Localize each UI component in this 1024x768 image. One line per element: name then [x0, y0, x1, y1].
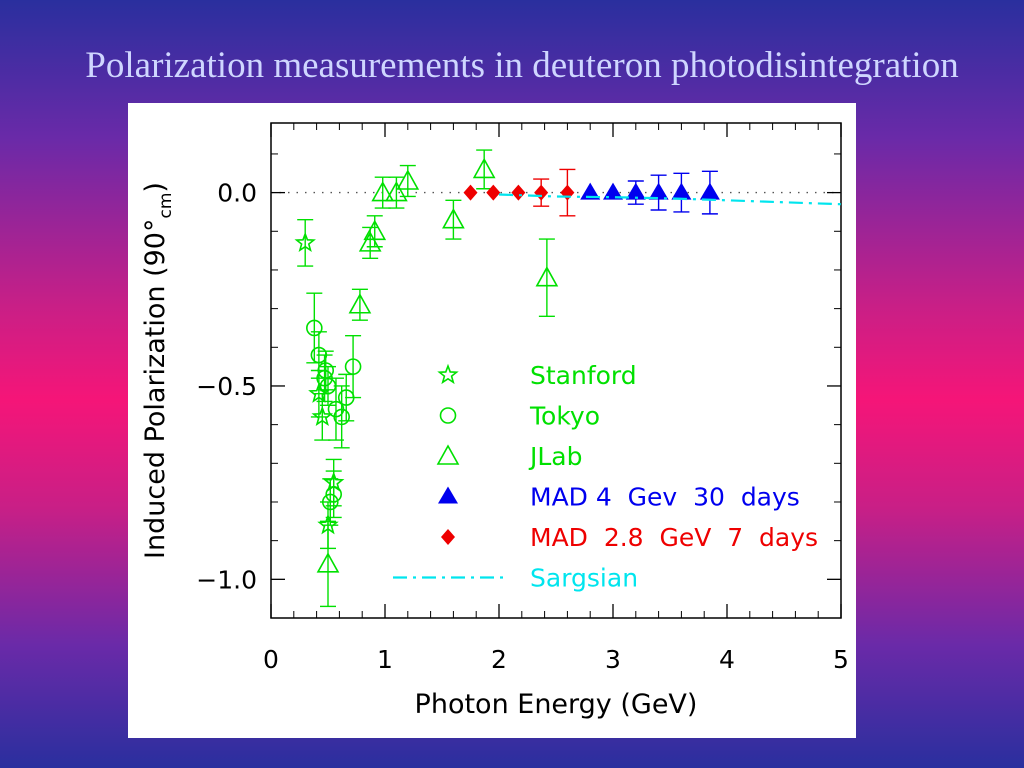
- legend-swatch-triangle-filled: [438, 486, 458, 504]
- data-point: [648, 182, 669, 200]
- data-point: [463, 184, 478, 201]
- polarization-chart: 0 1 2 3 4 5 0.0 −0.5 −1.0 Photon Energy (GeV) Indu…: [140, 122, 849, 720]
- data-point: [321, 493, 339, 511]
- plot-frame: [270, 122, 842, 619]
- legend-swatch-circle: [439, 407, 457, 424]
- legend-label: MAD 2.8 GeV 7 days: [530, 523, 818, 552]
- legend-swatch-triangle-open: [436, 444, 460, 465]
- legend-label: Tokyo: [529, 402, 600, 431]
- legend-swatch-star: [437, 363, 459, 385]
- x-tick-label: 4: [719, 645, 735, 674]
- series-circle: [306, 292, 362, 526]
- y-axis-label: Induced Polarization (90°cm): [140, 182, 176, 559]
- data-point: [560, 184, 575, 201]
- x-tick-label: 1: [377, 645, 393, 674]
- y-tick-label: −0.5: [196, 372, 257, 401]
- x-tick-label: 2: [491, 645, 507, 674]
- data-point: [535, 266, 559, 287]
- data-point: [306, 319, 323, 337]
- series-diamond: [463, 168, 576, 217]
- data-point: [294, 231, 316, 253]
- y-tick-label: 0.0: [217, 179, 257, 208]
- data-point: [534, 184, 549, 201]
- x-tick-label: 5: [833, 645, 849, 674]
- y-tick-label: −1.0: [196, 565, 257, 594]
- data-point: [344, 358, 362, 375]
- legend: Stanford Tokyo JLab MAD 4 Gev 30 days MAD 2.…: [393, 361, 818, 593]
- data-point: [396, 169, 420, 190]
- data-point: [442, 208, 465, 229]
- data-point: [316, 552, 340, 573]
- data-point: [308, 382, 330, 403]
- series-triangle-filled: [580, 170, 720, 215]
- data-point: [363, 219, 387, 241]
- data-point: [603, 182, 623, 200]
- legend-label: Stanford: [530, 361, 637, 390]
- legend-swatch-diamond: [441, 529, 455, 545]
- data-point: [371, 180, 395, 202]
- data-point: [625, 182, 646, 200]
- data-point: [311, 405, 334, 427]
- data-point: [472, 157, 496, 179]
- legend-label: MAD 4 Gev 30 days: [530, 483, 800, 512]
- legend-label: Sargsian: [530, 564, 638, 593]
- data-point: [325, 485, 342, 503]
- series-triangle-open: [316, 149, 559, 608]
- data-point: [385, 180, 408, 202]
- data-point: [333, 408, 350, 426]
- data-point: [348, 293, 372, 314]
- x-axis-label: Photon Energy (GeV): [415, 689, 698, 720]
- legend-label: JLab: [528, 442, 583, 471]
- x-tick-label: 0: [263, 645, 279, 674]
- data-point: [511, 184, 526, 201]
- series-dash-dot-line: [498, 193, 841, 206]
- x-tick-label: 3: [605, 645, 621, 674]
- data-point: [580, 182, 601, 200]
- data-point: [671, 182, 692, 200]
- data-point: [486, 184, 501, 201]
- slide-title: Polarization measurements in deuteron ph…: [85, 45, 959, 86]
- chart-figure: 0 1 2 3 4 5 0.0 −0.5 −1.0 Photon Energy (GeV) Indu…: [128, 103, 856, 738]
- sargsian-curve: [498, 193, 841, 206]
- data-point: [699, 182, 720, 200]
